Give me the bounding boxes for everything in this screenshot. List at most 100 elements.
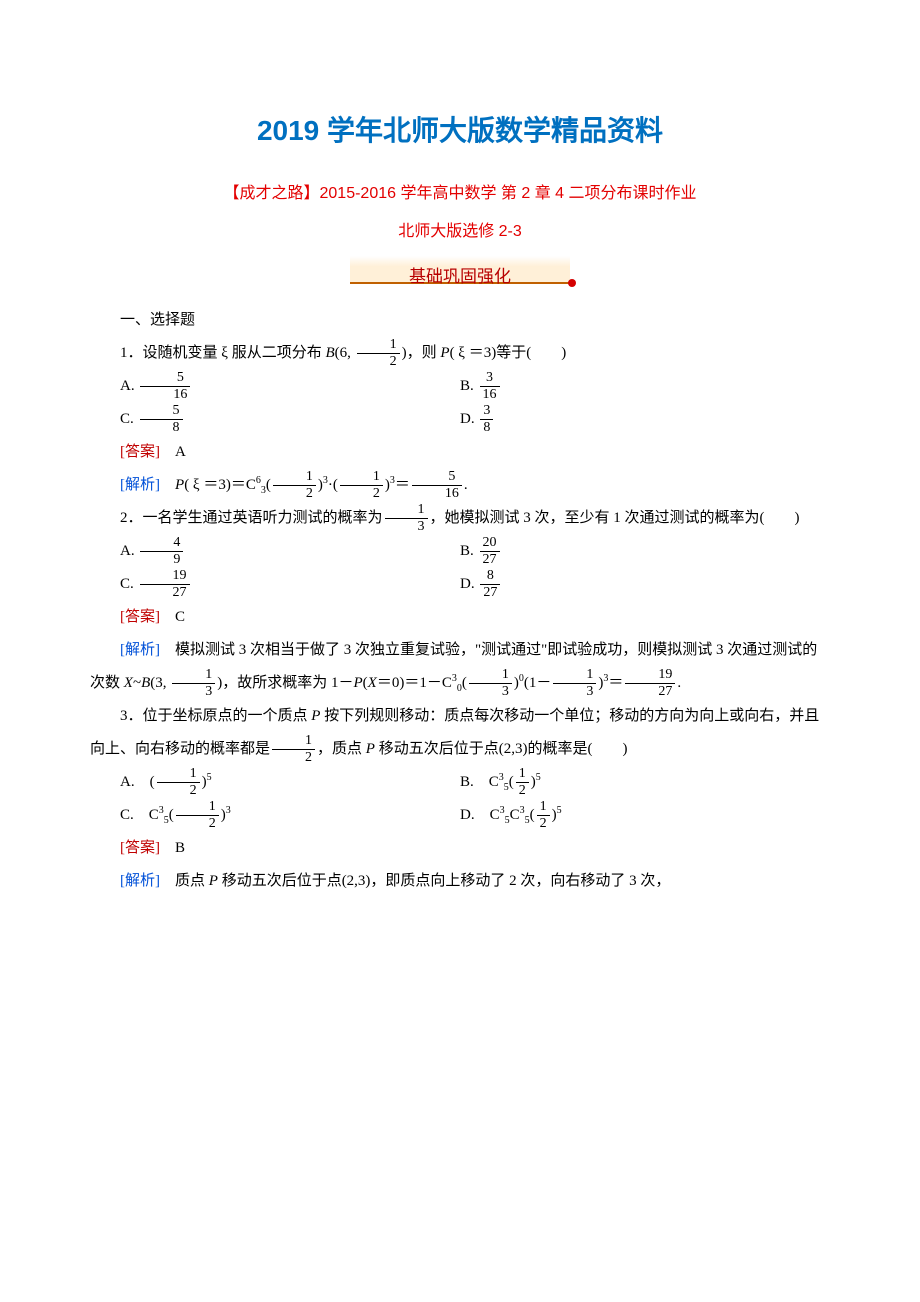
d: 27	[480, 552, 500, 567]
n: 19	[625, 667, 675, 683]
q1-text: 1．设随机变量 ξ 服从二项分布	[120, 345, 325, 361]
n: 8	[480, 568, 500, 584]
t: 移动五次后位于点(2,3)的概率是( )	[375, 741, 627, 757]
t: ，质点	[317, 741, 366, 757]
t: ＝0)＝1－C	[377, 675, 452, 691]
n: 1	[340, 469, 383, 485]
t: 质点	[160, 873, 209, 889]
t: .	[464, 477, 468, 493]
ans-val: C	[160, 609, 185, 625]
t: ·(	[328, 477, 338, 493]
q3-answer: [答案] B	[90, 832, 830, 865]
n: 1	[537, 799, 550, 815]
t: P	[209, 873, 218, 889]
n: 20	[480, 535, 500, 551]
n: 1	[172, 667, 215, 683]
t: ，则	[407, 345, 441, 361]
t: X	[124, 675, 133, 691]
q1-row-ab: A. 516 B. 316	[90, 370, 830, 403]
q3-d: D. C35C35(12)5	[460, 799, 830, 832]
t: 5	[504, 782, 509, 793]
ana-label: [解析]	[120, 642, 160, 658]
d: 2	[176, 816, 219, 831]
q3-b: B. C35(12)5	[460, 766, 830, 799]
n: 1	[273, 469, 316, 485]
d: 16	[412, 486, 462, 501]
t: ，故所求概率为 1－	[222, 675, 353, 691]
q2-c: C. 1927	[90, 568, 460, 601]
q1-b: B	[325, 345, 334, 361]
d: 2	[357, 354, 400, 369]
n: 1	[553, 667, 596, 683]
d: 2	[516, 783, 529, 798]
q2-row-cd: C. 1927 D. 827	[90, 568, 830, 601]
t: P	[440, 345, 449, 361]
t: ＝	[608, 675, 623, 691]
ans-val: B	[160, 840, 185, 856]
n: 1	[385, 502, 428, 518]
d: 2	[272, 750, 315, 765]
t: 0	[519, 673, 524, 684]
d: 8	[480, 420, 493, 435]
t: 移动五次后位于点(2,3)，即质点向上移动了 2 次，向右移动了 3 次，	[218, 873, 671, 889]
t: 3．位于坐标原点的一个质点	[120, 708, 311, 724]
t: P	[366, 741, 375, 757]
n: 3	[480, 403, 493, 419]
q1-answer: [答案] A	[90, 436, 830, 469]
t: 0	[457, 683, 462, 694]
t: 5	[525, 815, 530, 826]
t: 5	[164, 815, 169, 826]
t: .	[677, 675, 681, 691]
n: 5	[140, 370, 190, 386]
q1-analysis: [解析] P( ξ ＝3)＝C63(12)3·(12)3＝516.	[90, 469, 830, 502]
t: 5	[505, 815, 510, 826]
d: 2	[340, 486, 383, 501]
t: (3,	[150, 675, 170, 691]
q1-a: A. 516	[90, 370, 460, 403]
d: 16	[480, 387, 500, 402]
q1-d: D. 38	[460, 403, 830, 436]
d: 27	[140, 585, 190, 600]
d: 2	[537, 816, 550, 831]
t: ~	[133, 675, 141, 691]
ans-val: A	[160, 444, 186, 460]
q2-b: B. 2027	[460, 535, 830, 568]
n: 1	[469, 667, 512, 683]
ans-label: [答案]	[120, 609, 160, 625]
d: 27	[480, 585, 500, 600]
q3-c: C. C35(12)3	[90, 799, 460, 832]
q3-a: A. (12)5	[90, 766, 460, 799]
q2-answer: [答案] C	[90, 601, 830, 634]
page-title: 2019 学年北师大版数学精品资料	[90, 100, 830, 162]
q1-b-opt: B. 316	[460, 370, 830, 403]
q1-frac: 12	[357, 337, 400, 369]
d: 9	[140, 552, 183, 567]
t: 5	[536, 772, 541, 783]
t: ＝	[395, 477, 410, 493]
q3-row-ab: A. (12)5 B. C35(12)5	[90, 766, 830, 799]
t: 3	[226, 805, 231, 816]
t: P	[354, 675, 363, 691]
q1-n: (6,	[335, 345, 355, 361]
section-banner: 基础巩固强化	[350, 256, 570, 284]
t: ( ξ ＝3)等于( )	[450, 345, 567, 361]
d: 8	[140, 420, 183, 435]
n: 5	[140, 403, 183, 419]
q2-row-ab: A. 49 B. 2027	[90, 535, 830, 568]
n: 1	[516, 766, 529, 782]
q3-row-cd: C. C35(12)3 D. C35C35(12)5	[90, 799, 830, 832]
subtitle: 【成才之路】2015-2016 学年高中数学 第 2 章 4 二项分布课时作业	[90, 180, 830, 209]
d: 3	[172, 684, 215, 699]
n: 1	[157, 766, 200, 782]
q2-analysis: [解析] 模拟测试 3 次相当于做了 3 次独立重复试验，"测试通过"即试验成功…	[90, 634, 830, 700]
d: 3	[469, 684, 512, 699]
t: 3	[261, 485, 266, 496]
q1-stem: 1．设随机变量 ξ 服从二项分布 B(6, 12)，则 P( ξ ＝3)等于( …	[90, 337, 830, 370]
q3-analysis: [解析] 质点 P 移动五次后位于点(2,3)，即质点向上移动了 2 次，向右移…	[90, 865, 830, 898]
d: 3	[385, 519, 428, 534]
ana-label: [解析]	[120, 873, 160, 889]
d: 2	[273, 486, 316, 501]
n: 1	[176, 799, 219, 815]
n: 3	[480, 370, 500, 386]
t: ( ξ ＝3)＝C	[184, 477, 256, 493]
